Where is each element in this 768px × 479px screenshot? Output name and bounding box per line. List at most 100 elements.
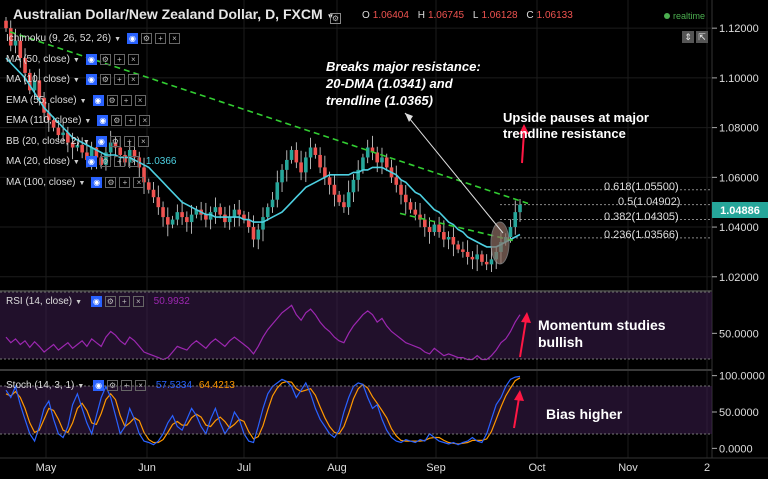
annotation-breaks-line-2: 20-DMA (1.0341) and [326,76,453,91]
add-icon[interactable]: + [113,53,125,65]
chevron-down-icon[interactable]: ▼ [79,97,87,105]
indicator-legend-item[interactable]: EMA (55, close) ▼ ◉ ⚙ + × [6,94,153,106]
pane-controls: ⇕ ⇱ [682,27,710,45]
candle [408,198,413,214]
candle [61,120,65,143]
annotation-upside: Upside pauses at major trendline resista… [503,110,649,142]
annotation-momentum-line-1: Momentum studies [538,317,666,333]
add-icon[interactable]: + [121,380,133,391]
settings-icon[interactable]: ⚙ [107,380,119,391]
settings-icon[interactable]: ⚙ [111,115,123,126]
add-icon[interactable]: + [113,74,125,85]
settings-icon[interactable]: ⚙ [99,156,111,167]
close-icon[interactable]: × [135,380,147,391]
indicator-legend-item[interactable]: MA (20, close) ▼ ◉ ⚙ + × 1.0366 [6,156,176,167]
eye-icon[interactable]: ◉ [91,176,103,188]
candle [484,254,489,271]
add-icon[interactable]: + [123,135,135,147]
indicator-legend-item[interactable]: MA (50, close) ▼ ◉ ⚙ + × [6,53,146,65]
symbol-title-text: Australian Dollar/New Zealand Dollar, D,… [13,6,323,22]
chevron-down-icon[interactable]: ▼ [78,179,86,187]
candle [123,151,127,167]
candle [461,241,465,258]
close-icon[interactable]: × [133,176,145,188]
indicator-legend-item[interactable]: MA (100, close) ▼ ◉ ⚙ + × [6,176,151,188]
candle [375,146,380,173]
candle [289,146,294,164]
indicator-legend-item[interactable]: BB (20, close, 2) ▼ ◉ ⚙ + × [6,135,156,147]
stoch-legend[interactable]: Stoch (14, 3, 1) ▼ ◉ ⚙ + × 57.5334 64.4213 [6,380,235,391]
eye-icon[interactable]: ◉ [97,115,109,126]
candle [418,202,422,228]
open-value: 1.06404 [372,10,409,21]
maximize-icon[interactable]: ⇱ [696,31,708,43]
indicator-legend-item[interactable]: Ichimoku (9, 26, 52, 26) ▼ ◉ ⚙ + × [6,33,187,44]
stoch-axis[interactable]: 100.0000 50.0000 0.0000 [712,371,765,456]
collapse-icon[interactable]: ⇕ [682,31,694,43]
price-axis[interactable]: 1.12000 1.10000 1.08000 1.06000 1.04000 1.020… [712,23,759,284]
settings-icon[interactable]: ⚙ [109,135,121,147]
settings-icon[interactable]: ⚙ [141,33,152,44]
eye-icon[interactable]: ◉ [92,94,104,106]
eye-icon[interactable]: ◉ [95,135,107,147]
time-axis[interactable]: May Jun Jul Aug Sep Oct Nov 2 [36,462,710,474]
close-icon[interactable]: × [169,33,180,44]
close-icon[interactable]: × [132,296,144,307]
chevron-down-icon[interactable]: ▼ [84,118,92,126]
chevron-down-icon[interactable]: ▼ [72,56,80,64]
stoch-legend-label: Stoch (14, 3, 1) [6,380,75,392]
candle [442,220,446,248]
rsi-legend[interactable]: RSI (14, close) ▼ ◉ ⚙ + × 50.9932 [6,296,190,307]
y-tick-label: 1.12000 [719,23,759,35]
fib-label-0382: 0.382(1.04305) [604,211,679,223]
add-icon[interactable]: + [155,33,166,44]
x-tick-label: Nov [618,462,638,474]
eye-icon[interactable]: ◉ [85,156,97,167]
indicator-label: EMA (55, close) [6,94,77,106]
settings-icon[interactable]: ⚙ [99,74,111,85]
eye-icon[interactable]: ◉ [85,74,97,85]
annotation-breaks-line-1: Breaks major resistance: [326,59,481,74]
eye-icon[interactable]: ◉ [90,296,102,307]
close-icon[interactable]: × [127,53,139,65]
candle [308,137,313,170]
candle [332,175,337,207]
chevron-down-icon[interactable]: ▼ [77,383,85,391]
candle [437,216,441,238]
close-icon[interactable]: × [127,156,139,167]
settings-icon[interactable]: ⚙ [99,53,111,65]
candle [294,142,299,169]
add-icon[interactable]: + [118,296,130,307]
indicator-legend-item[interactable]: EMA (110, close) ▼ ◉ ⚙ + × [6,115,157,126]
candle [166,207,170,237]
add-icon[interactable]: + [119,176,131,188]
settings-icon[interactable]: ⚙ [105,176,117,188]
symbol-title[interactable]: Australian Dollar/New Zealand Dollar, D,… [13,6,334,22]
candle [513,200,518,235]
candle [151,182,156,203]
settings-icon[interactable]: ⚙ [106,94,118,106]
rsi-axis[interactable]: 50.0000 [712,328,759,340]
settings-icon[interactable]: ⚙ [330,13,341,25]
settings-icon[interactable]: ⚙ [104,296,116,307]
chevron-down-icon[interactable]: ▼ [114,36,121,44]
close-icon[interactable]: × [137,135,149,147]
close-icon[interactable]: × [127,74,139,85]
add-icon[interactable]: + [113,156,125,167]
close-icon[interactable]: × [134,94,146,106]
add-icon[interactable]: + [120,94,132,106]
add-icon[interactable]: + [125,115,137,126]
eye-icon[interactable]: ◉ [93,380,105,391]
close-icon[interactable]: × [139,115,151,126]
chevron-down-icon[interactable]: ▼ [72,159,80,167]
chevron-down-icon[interactable]: ▼ [72,77,80,85]
chevron-down-icon[interactable]: ▼ [75,299,83,307]
x-tick-label: Jun [138,462,156,474]
eye-icon[interactable]: ◉ [127,33,138,44]
eye-icon[interactable]: ◉ [85,53,97,65]
indicator-legend-item[interactable]: MA (10, close) ▼ ◉ ⚙ + × [6,74,146,85]
candle [280,164,284,193]
rsi-line [5,304,521,361]
chevron-down-icon[interactable]: ▼ [82,138,90,146]
low-label: L [472,10,479,21]
